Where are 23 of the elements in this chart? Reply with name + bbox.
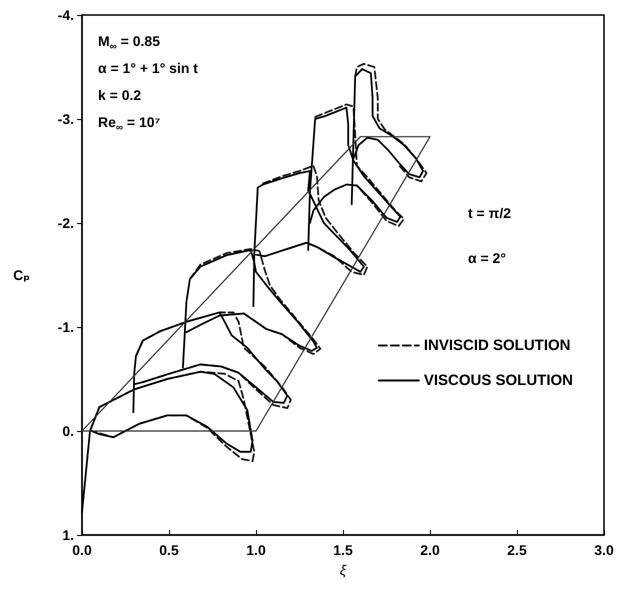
x-tick-label: 1.0 (246, 542, 266, 558)
legend-label: VISCOUS SOLUTION (424, 372, 574, 389)
annotation: α = 2° (468, 250, 506, 266)
x-tick-label: 3.0 (594, 542, 614, 558)
x-tick-label: 2.0 (420, 542, 440, 558)
y-tick-label: 0. (62, 423, 74, 439)
x-axis-title: ξ (340, 562, 347, 578)
annotation: Re∞ = 10⁷ (98, 114, 161, 134)
y-tick-label: 1. (62, 527, 74, 543)
annotation: t = π/2 (468, 205, 512, 221)
legend-label: INVISCID SOLUTION (424, 337, 571, 354)
x-tick-label: 0.5 (159, 542, 179, 558)
annotation: α = 1° + 1° sin t (98, 60, 198, 76)
x-tick-label: 1.5 (333, 542, 353, 558)
y-axis-title: Cₚ (13, 267, 30, 283)
y-tick-label: -3. (58, 111, 74, 127)
annotation: M∞ = 0.85 (98, 33, 160, 52)
y-tick-label: -4. (58, 7, 74, 23)
x-tick-label: 0.0 (72, 542, 92, 558)
x-tick-label: 2.5 (507, 542, 527, 558)
y-tick-label: -1. (58, 319, 74, 335)
y-tick-label: -2. (58, 215, 74, 231)
annotation: k = 0.2 (98, 87, 142, 103)
